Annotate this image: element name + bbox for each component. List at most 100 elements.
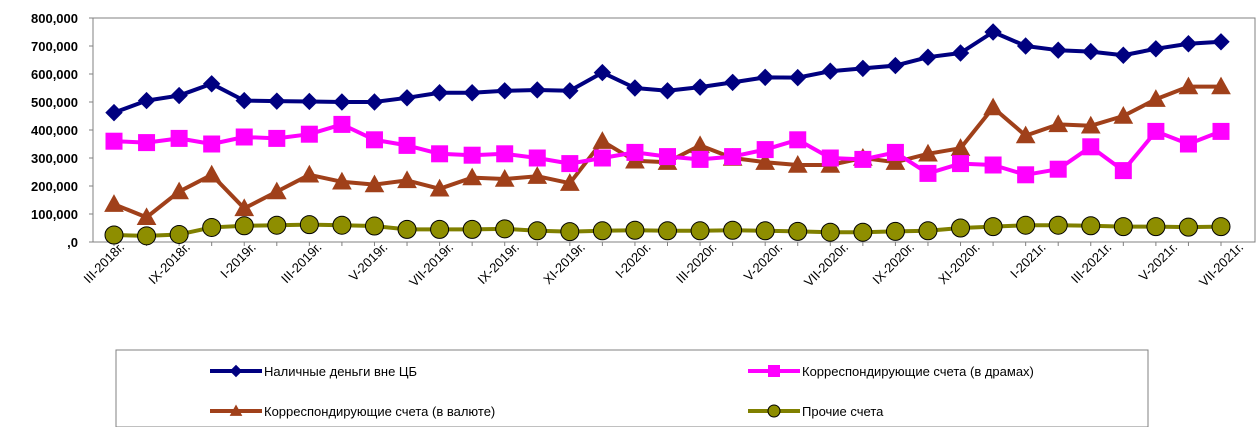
data-point xyxy=(691,150,709,168)
data-point xyxy=(397,219,417,239)
data-point xyxy=(398,136,416,154)
data-point xyxy=(853,222,873,242)
data-point xyxy=(1082,138,1100,156)
legend-marker xyxy=(229,404,243,416)
data-point xyxy=(984,23,1002,41)
legend-item: Наличные деньги вне ЦБ xyxy=(210,364,417,379)
data-point xyxy=(854,150,872,168)
data-point xyxy=(365,93,384,111)
data-point xyxy=(951,218,971,238)
legend: Наличные деньги вне ЦБ Корреспондирующие … xyxy=(115,349,1149,427)
data-point xyxy=(789,68,807,87)
data-point xyxy=(300,92,319,111)
data-point xyxy=(332,215,352,235)
data-point xyxy=(333,115,351,133)
x-tick-label: VII-2019г. xyxy=(406,240,456,290)
x-tick-label: V-2020г. xyxy=(741,240,786,285)
x-tick-label: XI-2020г. xyxy=(935,240,983,288)
data-point xyxy=(105,103,123,122)
data-point xyxy=(1049,41,1067,59)
x-tick-label: III-2018г. xyxy=(81,240,128,287)
data-point xyxy=(787,154,808,173)
data-point xyxy=(105,132,123,150)
data-point xyxy=(1146,217,1166,237)
x-axis: III-2018г. IX-2018г. I-2019г. III-2019г. V-2… xyxy=(81,240,1247,290)
data-point xyxy=(528,149,546,167)
data-point xyxy=(527,221,547,241)
data-point xyxy=(1113,217,1133,237)
data-point xyxy=(430,84,449,102)
data-point xyxy=(1081,216,1101,236)
data-point xyxy=(364,216,384,236)
data-point xyxy=(1113,105,1134,124)
data-point xyxy=(170,129,188,147)
data-point xyxy=(462,219,482,239)
data-point xyxy=(201,164,222,183)
data-point xyxy=(1179,135,1197,153)
data-point xyxy=(1211,217,1231,237)
data-point xyxy=(658,221,677,241)
data-point xyxy=(496,145,514,163)
data-point xyxy=(658,82,677,100)
x-tick-label: IX-2018г. xyxy=(145,240,193,288)
data-point xyxy=(235,128,253,146)
legend-marker xyxy=(768,365,780,377)
data-point xyxy=(1147,122,1165,140)
legend-marker xyxy=(767,404,781,418)
data-point xyxy=(1211,76,1231,95)
data-point xyxy=(854,59,872,78)
data-point xyxy=(462,167,482,186)
y-tick-label: 300,000 xyxy=(31,151,78,166)
data-point xyxy=(365,131,383,149)
data-point xyxy=(463,146,481,164)
data-point xyxy=(266,181,287,200)
data-point xyxy=(300,125,318,143)
data-point xyxy=(1080,115,1101,134)
data-point xyxy=(138,134,156,152)
y-tick-label: 800,000 xyxy=(31,11,78,26)
data-point xyxy=(528,81,546,99)
data-point xyxy=(495,219,515,239)
data-point xyxy=(659,148,676,166)
data-point xyxy=(234,216,254,236)
x-tick-label: I-2020г. xyxy=(612,240,653,281)
data-point xyxy=(690,221,710,241)
data-point xyxy=(886,143,904,161)
data-point xyxy=(755,221,775,241)
data-point xyxy=(885,152,906,170)
data-point xyxy=(1016,215,1036,235)
legend-label: Корреспондирующие счета (в драмах) xyxy=(802,364,1034,379)
data-point xyxy=(1146,89,1166,107)
data-point xyxy=(137,226,157,246)
data-point xyxy=(169,181,189,200)
data-point xyxy=(951,44,970,62)
data-point xyxy=(1212,33,1230,51)
y-tick-label: 700,000 xyxy=(31,39,78,54)
data-point xyxy=(463,84,481,102)
data-point xyxy=(527,166,548,184)
data-point xyxy=(267,215,287,235)
x-tick-label: VII-2021г. xyxy=(1196,240,1246,290)
data-point xyxy=(1048,114,1069,133)
data-point xyxy=(559,173,580,191)
x-tick-label: I-2021г. xyxy=(1007,240,1048,281)
legend-label: Корреспондирующие счета (в валюте) xyxy=(264,404,495,419)
data-point xyxy=(431,145,449,163)
data-point xyxy=(983,217,1003,237)
data-point xyxy=(886,56,905,75)
data-point xyxy=(137,91,156,110)
x-tick-label: I-2019г. xyxy=(217,240,258,281)
data-point xyxy=(983,97,1003,116)
data-point xyxy=(821,149,839,167)
data-point xyxy=(1016,37,1035,55)
y-tick-label: 100,000 xyxy=(31,207,78,222)
data-point xyxy=(593,63,612,82)
data-point xyxy=(170,86,188,105)
y-axis: 800,000 700,000 600,000 500,000 400,000 300,0… xyxy=(31,11,93,250)
y-tick-label: 600,000 xyxy=(31,67,78,82)
legend-item: Прочие счета xyxy=(748,404,884,419)
data-point xyxy=(1082,42,1100,61)
data-point xyxy=(593,149,611,167)
data-point xyxy=(104,194,124,212)
data-point xyxy=(756,68,774,87)
